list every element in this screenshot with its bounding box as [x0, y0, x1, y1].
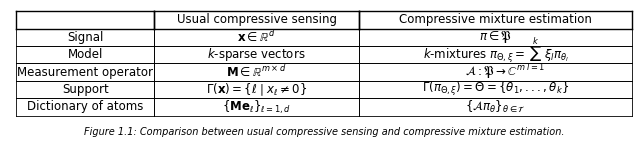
- Text: Usual compressive sensing: Usual compressive sensing: [177, 13, 337, 26]
- Text: Model: Model: [68, 48, 103, 61]
- Text: $\mathbf{x} \in \mathbb{R}^d$: $\mathbf{x} \in \mathbb{R}^d$: [237, 29, 276, 45]
- Text: $k$-mixtures $\pi_{\Theta,\xi} = \sum_{l=1}^{k} \xi_l \pi_{\theta_l}$: $k$-mixtures $\pi_{\Theta,\xi} = \sum_{l…: [422, 36, 568, 73]
- Text: $k$-sparse vectors: $k$-sparse vectors: [207, 46, 306, 63]
- Text: $\mathbf{M} \in \mathbb{R}^{m \times d}$: $\mathbf{M} \in \mathbb{R}^{m \times d}$: [227, 64, 287, 80]
- Text: $\{\mathcal{A}\pi_{\theta}\}_{\theta \in \mathcal{T}}$: $\{\mathcal{A}\pi_{\theta}\}_{\theta \in…: [465, 99, 526, 115]
- Text: $\Gamma(\pi_{\Theta,\xi}) = \Theta = \{\theta_1,...,\theta_k\}$: $\Gamma(\pi_{\Theta,\xi}) = \Theta = \{\…: [422, 81, 569, 98]
- Text: Compressive mixture estimation: Compressive mixture estimation: [399, 13, 592, 26]
- Text: Measurement operator: Measurement operator: [17, 66, 154, 79]
- Text: Figure 1.1: Comparison between usual compressive sensing and compressive mixture: Figure 1.1: Comparison between usual com…: [84, 127, 564, 137]
- Text: Support: Support: [62, 83, 109, 96]
- Text: $\mathcal{A}: \mathfrak{P} \rightarrow \mathbb{C}^m$: $\mathcal{A}: \mathfrak{P} \rightarrow \…: [465, 63, 526, 81]
- Text: Signal: Signal: [67, 31, 104, 44]
- Text: $\pi \in \mathfrak{P}$: $\pi \in \mathfrak{P}$: [479, 29, 512, 45]
- Text: $\{\mathbf{M}\mathbf{e}_\ell\}_{\ell=1,d}$: $\{\mathbf{M}\mathbf{e}_\ell\}_{\ell=1,d…: [222, 98, 291, 116]
- Text: $\Gamma(\mathbf{x}) = \{\ell \mid x_\ell \neq 0\}$: $\Gamma(\mathbf{x}) = \{\ell \mid x_\ell…: [206, 81, 307, 98]
- Text: Dictionary of atoms: Dictionary of atoms: [27, 100, 143, 113]
